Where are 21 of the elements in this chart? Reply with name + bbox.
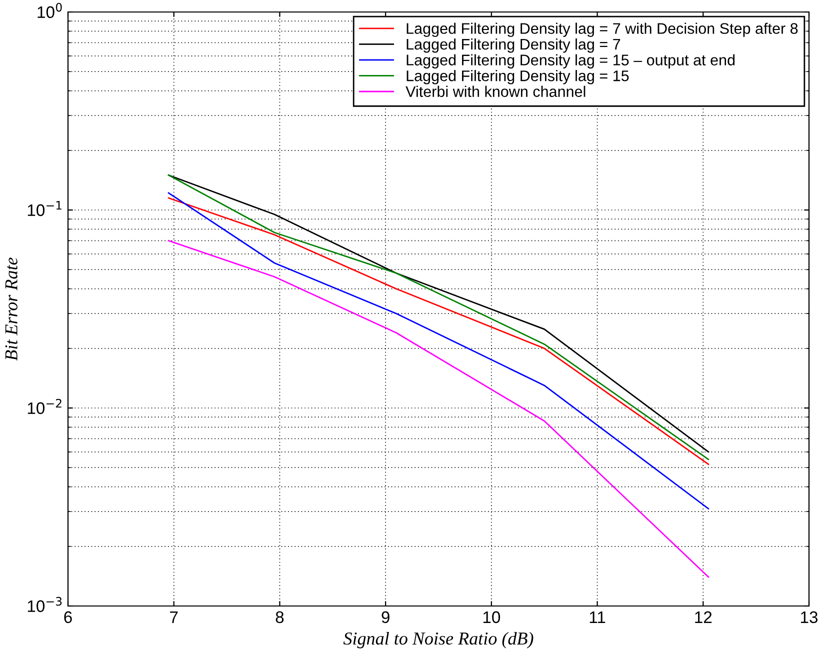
x-tick-label: 6 xyxy=(64,611,72,624)
y-tick-label: 10$^{−2}$ xyxy=(28,398,62,414)
legend-label: Lagged Filtering Density lag = 7 xyxy=(406,38,620,53)
legend-label: Viterbi with known channel xyxy=(406,86,586,97)
legend-label: Lagged Filtering Density lag = 15 – output at end xyxy=(406,54,735,68)
x-tick-label: 13 xyxy=(801,611,818,624)
x-axis-title: Signal to Noise Ratio (dB) xyxy=(343,632,534,648)
y-tick-label: 10$^{−1}$ xyxy=(28,201,62,216)
line-series xyxy=(168,240,710,578)
x-tick-label: 12 xyxy=(695,611,712,623)
legend-label: Lagged Filtering Density lag = 15 xyxy=(406,70,629,84)
legend-label: Lagged Filtering Density lag = 7 with Decision Step after 8 xyxy=(406,22,798,37)
x-tick-label: 9 xyxy=(382,611,390,624)
y-tick-label: 10$^{−3}$ xyxy=(28,596,62,612)
y-axis-title: Bit Error Rate xyxy=(5,258,18,361)
x-tick-label: 7 xyxy=(170,611,178,623)
x-tick-label: 8 xyxy=(276,611,284,624)
x-tick-label: 11 xyxy=(590,611,606,623)
line-series xyxy=(168,192,710,510)
y-tick-label: 10$^{0}$ xyxy=(38,2,62,18)
x-tick-label: 10 xyxy=(483,611,500,624)
